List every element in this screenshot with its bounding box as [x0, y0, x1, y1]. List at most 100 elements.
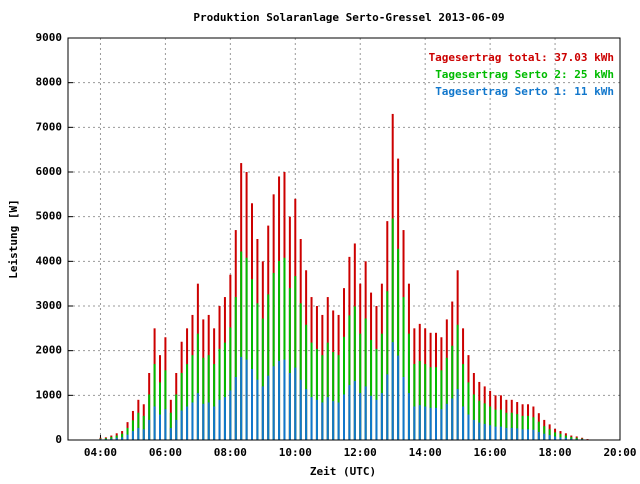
bar: [532, 430, 534, 440]
legend-entry: Tagesertrag total: 37.03 kWh: [429, 51, 614, 64]
bar: [213, 407, 215, 441]
bar: [446, 404, 448, 440]
y-tick-label: 6000: [36, 165, 63, 178]
bar: [543, 434, 545, 440]
x-tick-label: 12:00: [344, 446, 377, 459]
y-tick-label: 5000: [36, 210, 63, 223]
bar: [273, 366, 275, 440]
bar: [164, 409, 166, 440]
bar: [251, 369, 253, 440]
y-tick-label: 4000: [36, 254, 63, 267]
bar: [473, 420, 475, 440]
bar: [354, 381, 356, 440]
y-tick-label: 2000: [36, 344, 63, 357]
bar: [451, 398, 453, 440]
bar: [219, 400, 221, 440]
y-tick-label: 8000: [36, 76, 63, 89]
bar: [240, 357, 242, 440]
bar: [262, 386, 264, 440]
bar: [500, 427, 502, 440]
bar: [143, 429, 145, 440]
bar: [462, 407, 464, 441]
bar: [527, 429, 529, 440]
bar: [435, 408, 437, 440]
bar: [413, 407, 415, 441]
bar: [175, 420, 177, 440]
bar: [554, 436, 556, 440]
bar: [516, 428, 518, 440]
bar: [440, 409, 442, 440]
bar: [154, 407, 156, 441]
bar: [505, 428, 507, 440]
legend-entry: Tagesertrag Serto 2: 25 kWh: [435, 68, 614, 81]
bar: [278, 361, 280, 440]
bar: [489, 425, 491, 440]
bar: [224, 397, 226, 440]
bar: [127, 435, 129, 440]
bar: [511, 428, 513, 440]
bar: [338, 402, 340, 440]
bar: [538, 432, 540, 440]
bar: [343, 394, 345, 440]
y-tick-label: 7000: [36, 120, 63, 133]
bar: [327, 397, 329, 440]
x-tick-label: 14:00: [409, 446, 442, 459]
bar: [137, 428, 139, 440]
bar: [235, 377, 237, 440]
bar: [289, 373, 291, 440]
bar: [159, 415, 161, 440]
bar: [229, 390, 231, 440]
y-axis-label: Leistung [W]: [7, 199, 20, 278]
legend-entry: Tagesertrag Serto 1: 11 kWh: [435, 85, 614, 98]
bar: [294, 368, 296, 440]
bar: [208, 402, 210, 440]
bar: [300, 380, 302, 440]
bar: [246, 360, 248, 440]
bar: [457, 389, 459, 440]
x-tick-label: 16:00: [474, 446, 507, 459]
bar: [132, 431, 134, 440]
x-tick-label: 18:00: [538, 446, 571, 459]
bar: [186, 407, 188, 441]
bar: [321, 402, 323, 440]
bar: [332, 401, 334, 440]
x-tick-label: 06:00: [149, 446, 182, 459]
x-tick-label: 20:00: [603, 446, 636, 459]
y-tick-label: 9000: [36, 31, 63, 44]
bar: [256, 380, 258, 440]
bar: [549, 435, 551, 440]
bar: [191, 402, 193, 440]
bar: [495, 427, 497, 440]
bar: [170, 428, 172, 440]
bar: [305, 389, 307, 440]
x-tick-label: 08:00: [214, 446, 247, 459]
y-tick-label: 0: [55, 433, 62, 446]
bar: [397, 356, 399, 440]
bar: [370, 396, 372, 440]
bar: [392, 342, 394, 440]
bar: [311, 397, 313, 440]
bar: [403, 377, 405, 440]
x-tick-label: 04:00: [84, 446, 117, 459]
bar: [522, 429, 524, 440]
bar: [478, 423, 480, 440]
x-tick-label: 10:00: [279, 446, 312, 459]
x-axis-label: Zeit (UTC): [310, 465, 376, 478]
bar: [365, 386, 367, 440]
bar: [419, 405, 421, 440]
bar: [375, 400, 377, 440]
bar: [197, 393, 199, 440]
bar: [430, 408, 432, 440]
bar: [424, 407, 426, 441]
bar: [484, 424, 486, 440]
bar: [181, 411, 183, 440]
bar: [467, 415, 469, 440]
bar: [348, 385, 350, 440]
bar: [316, 400, 318, 440]
bar: [283, 360, 285, 440]
y-tick-label: 3000: [36, 299, 63, 312]
bar: [202, 404, 204, 440]
bar: [267, 376, 269, 440]
bar: [148, 420, 150, 440]
